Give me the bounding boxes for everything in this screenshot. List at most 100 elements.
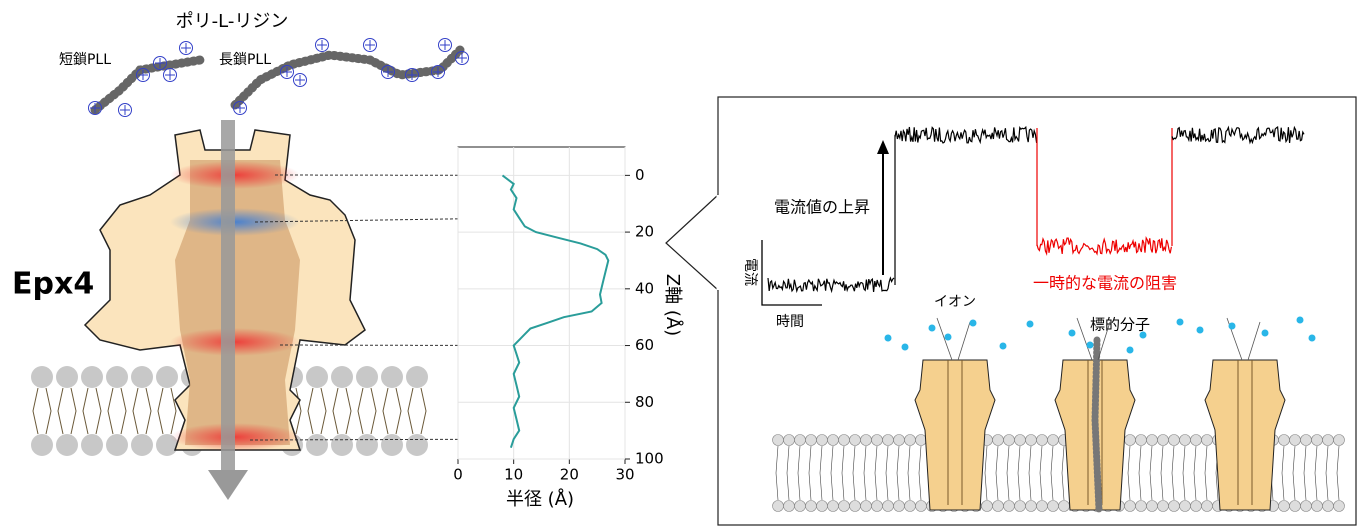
lipid-tail xyxy=(841,445,845,501)
protein-label: Epx4 xyxy=(12,267,94,302)
charge xyxy=(136,68,150,82)
lipid-tail xyxy=(819,445,823,501)
lipid-tail xyxy=(1314,445,1318,501)
charge xyxy=(363,38,377,52)
lipid-tail xyxy=(808,445,812,501)
pore-channel xyxy=(1237,360,1253,505)
charge xyxy=(455,51,469,65)
charge xyxy=(163,68,177,82)
lipid-tail xyxy=(1039,445,1043,501)
mini-pore xyxy=(1204,359,1286,511)
charge xyxy=(233,101,247,115)
lipid-head xyxy=(1157,434,1169,446)
lipid-tail xyxy=(874,445,878,501)
ion xyxy=(1026,320,1034,328)
ion-label: イオン xyxy=(934,294,976,310)
charge xyxy=(431,65,445,79)
lipid-tail xyxy=(775,445,779,501)
lipid-head xyxy=(31,434,53,456)
ion xyxy=(1308,334,1316,342)
lipid-head xyxy=(1289,434,1301,446)
lipid-head xyxy=(1003,500,1015,512)
charge-sign xyxy=(295,75,305,85)
lipid-head xyxy=(81,434,103,456)
rise-label: 電流値の上昇 xyxy=(774,198,870,217)
x-tick-label: 20 xyxy=(560,466,579,484)
lipid-head xyxy=(1014,500,1026,512)
lipid-tail xyxy=(107,387,127,435)
lipid-head xyxy=(1036,434,1048,446)
charge xyxy=(293,73,307,87)
lipid-head xyxy=(904,434,916,446)
lipid-head xyxy=(131,434,153,456)
lipid-head xyxy=(1300,500,1312,512)
charge xyxy=(280,65,294,79)
lipid-head xyxy=(1014,434,1026,446)
lipid-head xyxy=(1311,434,1323,446)
charge-sign xyxy=(407,70,417,80)
lipid-tail xyxy=(1149,445,1153,501)
pore-surface xyxy=(175,160,300,445)
lipid-head xyxy=(381,434,403,456)
pore-channel xyxy=(947,360,963,505)
current-axis-label: 電流 xyxy=(742,258,758,286)
trace-segment xyxy=(767,276,895,294)
charge-sign xyxy=(317,40,327,50)
current-trace xyxy=(767,125,1305,294)
charge xyxy=(153,56,167,70)
lipid-head xyxy=(816,434,828,446)
lipid-head xyxy=(56,434,78,456)
lipid-head xyxy=(331,366,353,388)
charge xyxy=(315,38,329,52)
lipid-head xyxy=(1058,500,1070,512)
lipid-head xyxy=(992,434,1004,446)
lipid-head xyxy=(794,500,806,512)
radius-chart: 半径 (Å) Z軸 (Å) 0 10 20 30 0 20 40 60 80 100 xyxy=(453,146,684,510)
lipid-tail xyxy=(1006,445,1010,501)
lipid-head xyxy=(805,434,817,446)
ion xyxy=(1086,341,1094,349)
lipid-head xyxy=(106,434,128,456)
long-pll-label: 長鎖PLL xyxy=(219,52,271,68)
lipid-head xyxy=(1333,434,1345,446)
lipid-head xyxy=(992,500,1004,512)
lipid-head xyxy=(56,366,78,388)
y-tick-label: 40 xyxy=(635,279,654,297)
radius-line xyxy=(501,174,610,449)
block-label: 一時的な電流の阻害 xyxy=(1033,274,1177,293)
lipid-head xyxy=(1168,434,1180,446)
lipid-head xyxy=(1201,434,1213,446)
lipid-tail xyxy=(1292,445,1296,501)
lipid-tail xyxy=(984,445,988,501)
lipid-tail xyxy=(1171,445,1175,501)
lipid-head xyxy=(893,434,905,446)
arrow-head xyxy=(208,470,248,500)
lipid-tail xyxy=(1138,445,1142,501)
lipid-head xyxy=(805,500,817,512)
lipid-tail xyxy=(1325,445,1329,501)
lipid-tail xyxy=(1182,445,1186,501)
lipid-tail xyxy=(332,387,352,435)
lipid-head xyxy=(1300,434,1312,446)
lipid-head xyxy=(1333,500,1345,512)
lipid-head xyxy=(1190,500,1202,512)
short-pll-label: 短鎖PLL xyxy=(59,52,111,68)
lipid-head xyxy=(406,366,428,388)
lipid-head xyxy=(783,434,795,446)
lipid-head xyxy=(106,366,128,388)
charge xyxy=(438,38,452,52)
lipid-head xyxy=(772,500,784,512)
lipid-head xyxy=(306,434,328,456)
trace-axes xyxy=(761,240,822,306)
charge xyxy=(179,41,193,55)
lipid-head xyxy=(871,434,883,446)
lipid-tail xyxy=(918,445,922,501)
lipid-tail xyxy=(307,387,327,435)
x-tick-label: 0 xyxy=(453,466,463,484)
charge xyxy=(118,103,132,117)
lipid-head xyxy=(1047,434,1059,446)
lipid-tail xyxy=(863,445,867,501)
lipid-tail xyxy=(1281,445,1285,501)
pore-channel xyxy=(1087,360,1103,505)
